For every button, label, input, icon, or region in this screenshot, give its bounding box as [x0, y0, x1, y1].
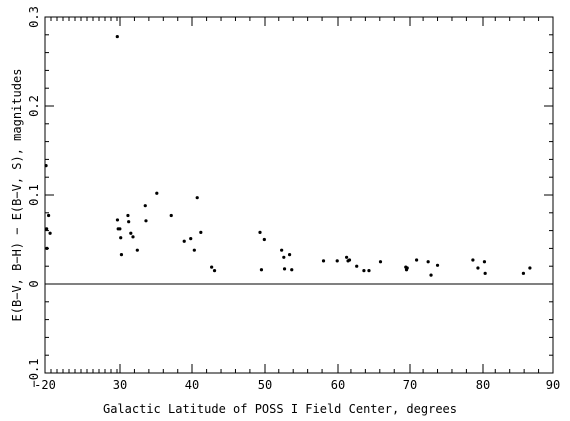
data-point: [345, 255, 349, 259]
data-point: [429, 273, 433, 277]
data-point: [415, 258, 419, 262]
data-point: [195, 196, 199, 200]
data-point: [287, 253, 292, 257]
data-point: [118, 227, 122, 231]
data-point: [367, 269, 371, 273]
data-point: [182, 239, 186, 243]
data-point: [44, 164, 48, 168]
data-point: [321, 259, 326, 263]
data-point: [192, 248, 196, 252]
data-point: [199, 230, 203, 234]
data-point: [189, 237, 193, 241]
data-point: [482, 260, 487, 264]
data-point: [405, 266, 409, 270]
y-axis-title: E(B−V, B−H) − E(B−V, S), magnitudes: [10, 69, 24, 322]
data-point: [144, 219, 148, 223]
data-point: [127, 220, 131, 224]
data-point: [355, 264, 359, 268]
data-point: [155, 191, 159, 195]
x-tick-label: 50: [258, 378, 272, 392]
y-tick-label: 0.3: [27, 6, 41, 28]
data-point: [119, 236, 123, 240]
data-point: [471, 258, 475, 262]
data-point: [378, 260, 383, 264]
x-tick-label: 40: [185, 378, 199, 392]
data-point: [483, 271, 487, 275]
data-point: [282, 267, 287, 271]
data-point: [280, 248, 284, 252]
data-point: [259, 268, 264, 272]
data-point: [210, 265, 214, 269]
x-tick-label: 30: [113, 378, 127, 392]
data-point: [362, 269, 366, 273]
data-point: [528, 266, 532, 270]
data-point: [129, 231, 133, 235]
data-point: [48, 231, 52, 235]
y-tick-label: 0: [27, 280, 41, 287]
data-point: [335, 259, 339, 263]
data-point: [119, 253, 124, 257]
x-tick-label: 60: [331, 378, 345, 392]
data-point: [426, 260, 430, 264]
x-tick-label: 80: [476, 378, 490, 392]
data-point: [212, 269, 217, 273]
data-point: [290, 268, 294, 272]
data-point: [45, 246, 49, 250]
data-point: [282, 255, 286, 259]
x-tick-label: -20: [34, 378, 56, 392]
data-point: [45, 227, 49, 231]
plot-frame: [44, 16, 554, 374]
data-point: [169, 213, 173, 218]
y-tick-label: −0.1: [27, 359, 41, 388]
data-point: [47, 213, 51, 218]
data-point: [476, 266, 480, 270]
data-point: [435, 263, 440, 267]
data-point: [143, 204, 147, 208]
data-point: [115, 218, 120, 222]
data-point: [135, 248, 139, 252]
data-point: [258, 230, 262, 234]
data-point: [126, 213, 130, 218]
data-point: [115, 34, 119, 39]
data-point: [347, 258, 352, 262]
x-tick-label: 90: [546, 378, 560, 392]
data-point: [131, 235, 135, 239]
x-axis-title: Galactic Latitude of POSS I Field Center…: [103, 402, 457, 416]
y-tick-label: 0.2: [27, 95, 41, 117]
data-point: [521, 271, 526, 275]
y-tick-label: 0.1: [27, 184, 41, 206]
x-tick-label: 70: [403, 378, 417, 392]
data-point: [262, 237, 266, 242]
